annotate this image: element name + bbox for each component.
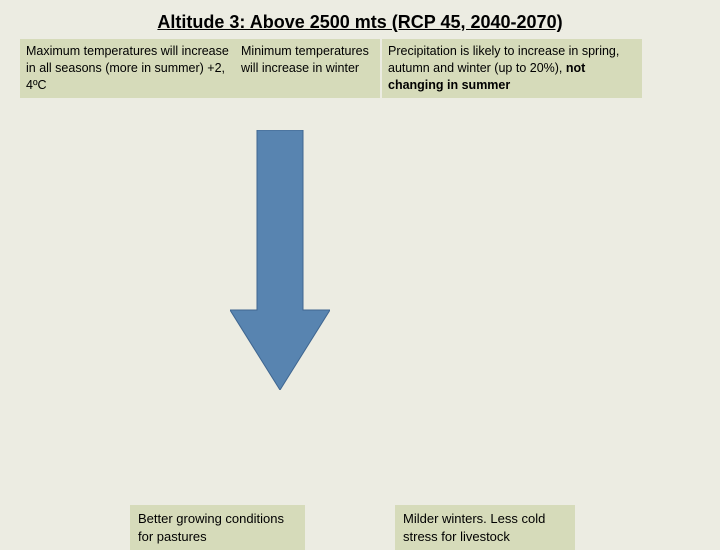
box-precipitation: Precipitation is likely to increase in s… [382, 39, 642, 98]
box-min-temp: Minimum temperatures will increase in wi… [235, 39, 380, 98]
page-title: Altitude 3: Above 2500 mts (RCP 45, 2040… [0, 0, 720, 39]
arrow-icon [230, 130, 330, 390]
box-pastures: Better growing conditions for pastures [130, 505, 305, 550]
box-max-temp: Maximum temperatures will increase in al… [20, 39, 235, 98]
top-boxes-row: Maximum temperatures will increase in al… [0, 39, 720, 98]
box-livestock: Milder winters. Less cold stress for liv… [395, 505, 575, 550]
down-arrow [230, 130, 330, 395]
